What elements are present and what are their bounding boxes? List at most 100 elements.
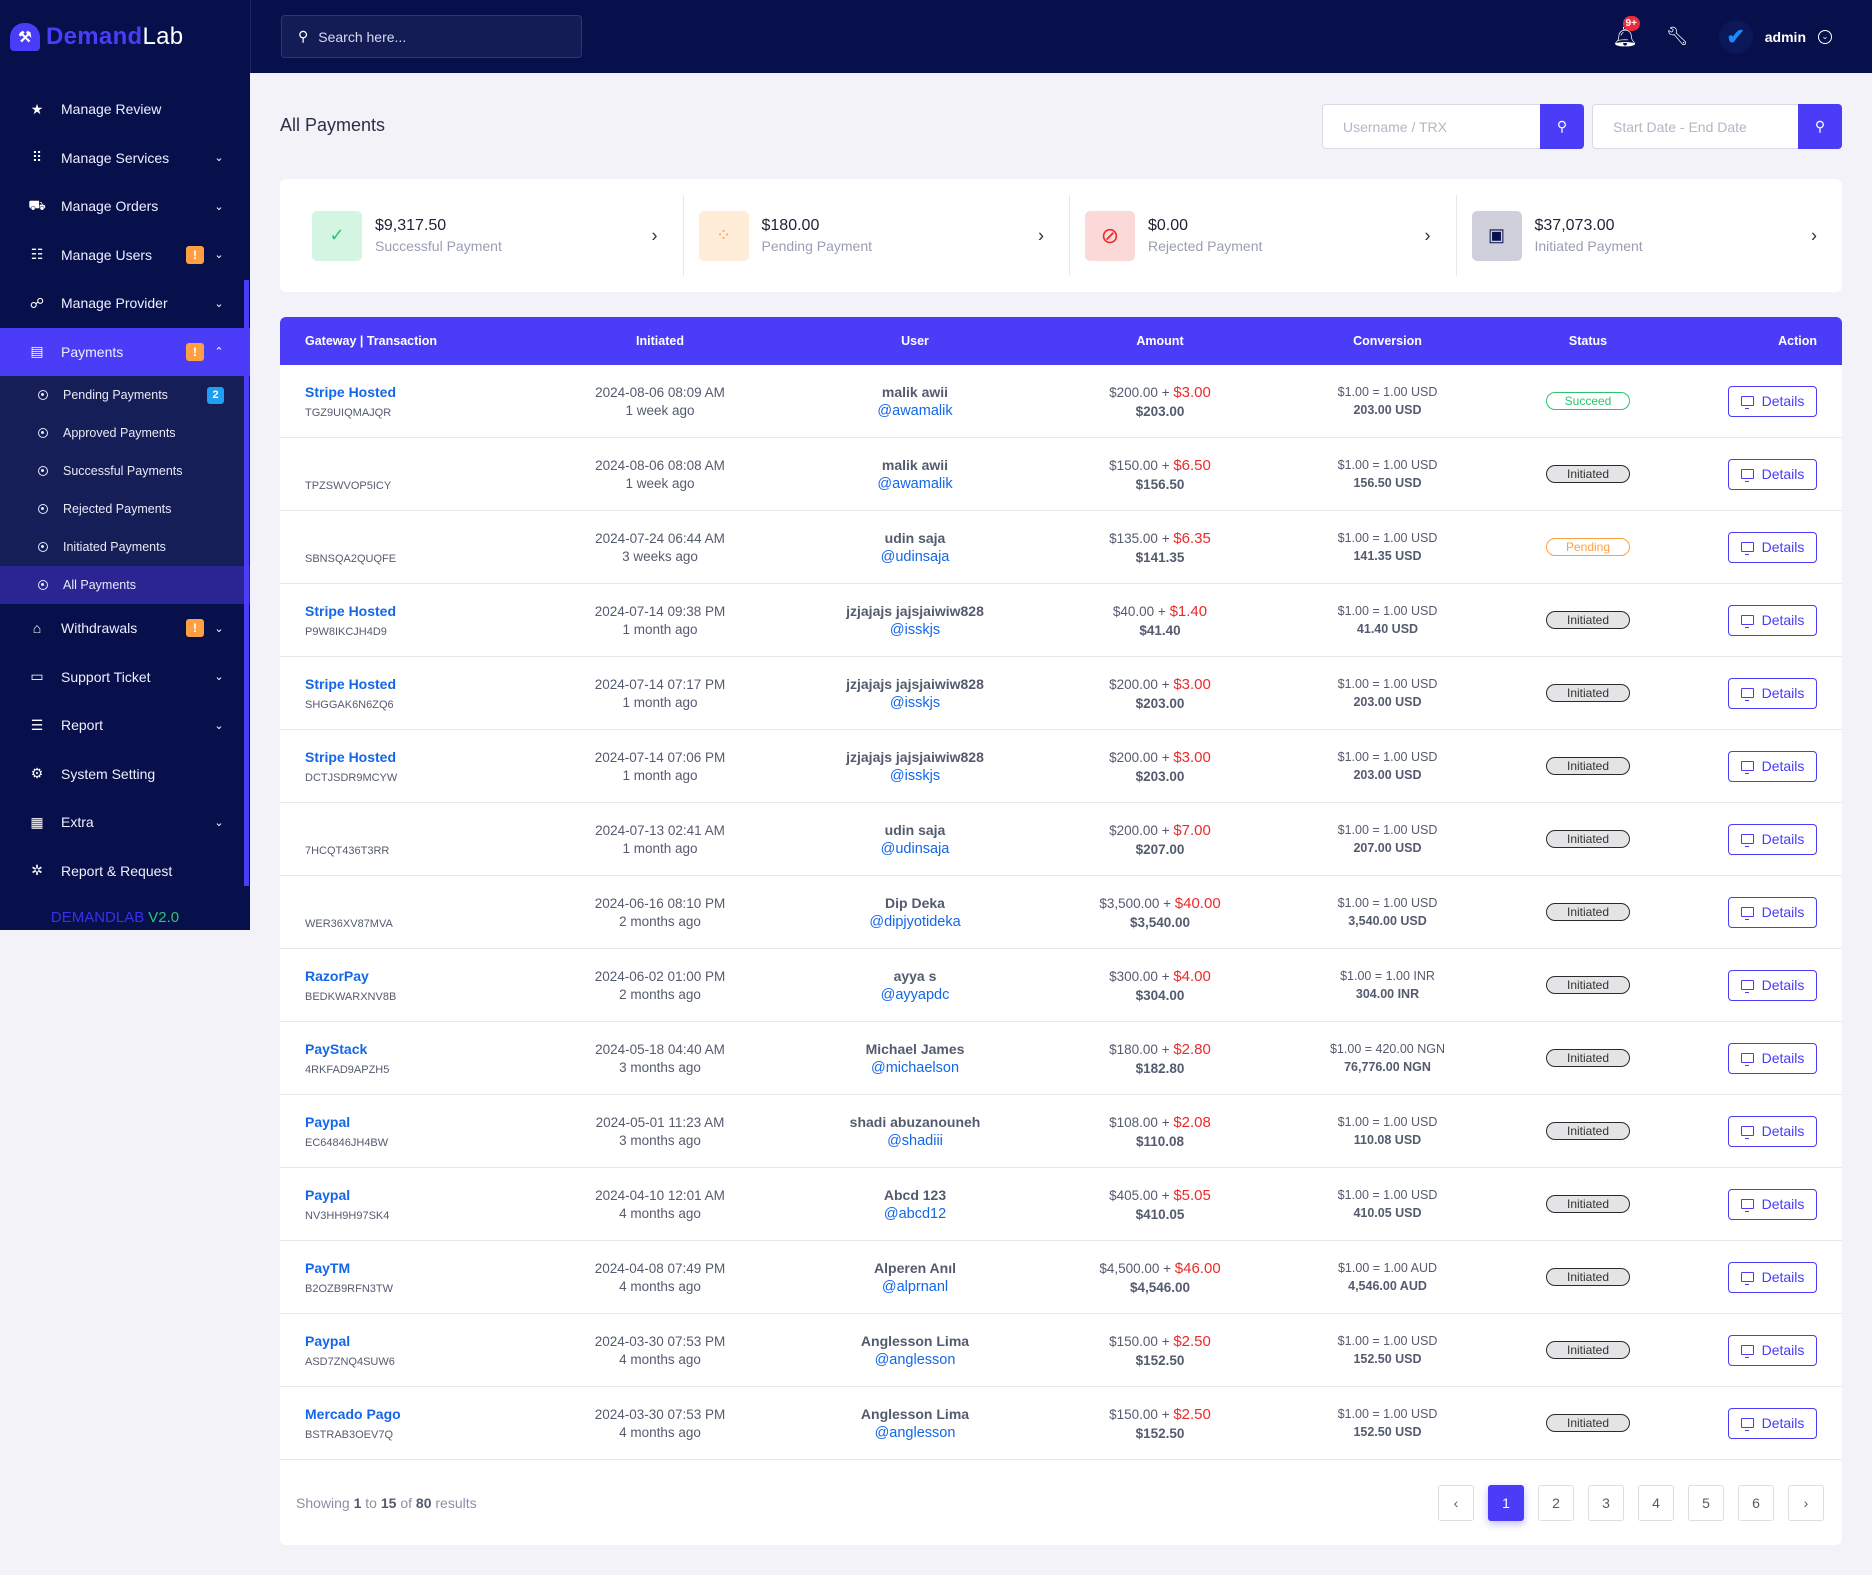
user-handle-link[interactable]: @michaelson — [870, 1059, 960, 1076]
page-button-5[interactable]: 5 — [1688, 1484, 1724, 1521]
amount-cell: $200.00 + $3.00 $203.00 — [1109, 383, 1211, 419]
user-handle-link[interactable]: @alprnanl — [881, 1278, 949, 1295]
user-name[interactable]: admin — [1764, 28, 1806, 45]
details-button[interactable]: Details — [1728, 1115, 1817, 1147]
global-search-input[interactable]: ⚲ Search here... — [281, 15, 582, 58]
user-full-name: udin saja — [884, 529, 946, 546]
summary-pending[interactable]: ⁘ $180.00 Pending Payment › — [682, 195, 1070, 276]
base-amount: $200.00 — [1109, 749, 1158, 765]
sidebar-item-manage-users[interactable]: ☷ Manage Users ! ⌄ — [0, 231, 250, 280]
details-button[interactable]: Details — [1728, 896, 1817, 928]
user-handle-link[interactable]: @udinsaja — [880, 548, 950, 565]
sidebar-subitem-successful-payments[interactable]: Successful Payments — [0, 452, 250, 490]
providers-icon: ☍ — [29, 294, 45, 311]
status-badge: Initiated — [1546, 611, 1630, 629]
details-button[interactable]: Details — [1728, 1261, 1817, 1293]
status-cell: Initiated — [1475, 730, 1701, 802]
next-page-button[interactable]: › — [1788, 1484, 1824, 1521]
sidebar-subitem-pending-payments[interactable]: Pending Payments 2 — [0, 376, 250, 414]
sidebar-subitem-approved-payments[interactable]: Approved Payments — [0, 414, 250, 452]
sidebar-item-extra[interactable]: ▦ Extra ⌄ — [0, 798, 250, 847]
user-handle-link[interactable]: @isskjs — [889, 694, 941, 711]
user-handle-link[interactable]: @ayyapdc — [880, 986, 950, 1003]
user-cell: ayya s @ayyapdc — [810, 949, 1020, 1021]
prev-page-button[interactable]: ‹ — [1438, 1484, 1474, 1521]
user-handle-link[interactable]: @anglesson — [874, 1424, 956, 1441]
avatar[interactable]: ✔ — [1718, 19, 1753, 54]
user-handle-link[interactable]: @anglesson — [874, 1351, 956, 1368]
date-search-button[interactable]: ⚲ — [1798, 104, 1842, 149]
details-button[interactable]: Details — [1728, 531, 1817, 563]
details-button[interactable]: Details — [1728, 1042, 1817, 1074]
sidebar-subitem-rejected-payments[interactable]: Rejected Payments — [0, 490, 250, 528]
total-amount: $203.00 — [1135, 403, 1185, 419]
user-handle-link[interactable]: @isskjs — [889, 621, 941, 638]
sidebar-item-system-setting[interactable]: ⚙ System Setting — [0, 750, 250, 799]
page-button-3[interactable]: 3 — [1588, 1484, 1624, 1521]
user-full-name: shadi abuzanouneh — [849, 1113, 981, 1130]
radio-dot-icon — [38, 504, 48, 514]
relative-time: 3 months ago — [619, 1059, 701, 1075]
sidebar-subitem-initiated-payments[interactable]: Initiated Payments — [0, 528, 250, 566]
table-row: RazorPay BEDKWARXNV8B 2024-06-02 01:00 PM 2… — [280, 949, 1842, 1022]
summary-rejected[interactable]: ⊘ $0.00 Rejected Payment › — [1069, 195, 1456, 276]
user-handle-link[interactable]: @shadiii — [887, 1132, 943, 1149]
username-trx-input[interactable]: Username / TRX — [1322, 104, 1540, 149]
details-button[interactable]: Details — [1728, 750, 1817, 782]
wrench-icon[interactable]: 🔧︎ — [1665, 26, 1689, 46]
page-button-6[interactable]: 6 — [1738, 1484, 1774, 1521]
alert-badge: ! — [186, 342, 204, 361]
details-button[interactable]: Details — [1728, 969, 1817, 1001]
chevron-down-circle-icon[interactable]: ⌄ — [1818, 29, 1832, 44]
sidebar-item-report-request[interactable]: ✲ Report & Request — [0, 847, 250, 896]
page-button-2[interactable]: 2 — [1538, 1484, 1574, 1521]
conversion-cell: $1.00 = 1.00 USD 203.00 USD — [1300, 365, 1475, 437]
user-handle-link[interactable]: @dipjyotideka — [869, 913, 961, 930]
user-handle-link[interactable]: @isskjs — [889, 767, 941, 784]
summary-initiated[interactable]: ▣ $37,073.00 Initiated Payment › — [1455, 195, 1843, 276]
sidebar-item-support-ticket[interactable]: ▭ Support Ticket ⌄ — [0, 653, 250, 702]
sidebar-scrollbar[interactable] — [244, 280, 249, 886]
details-button[interactable]: Details — [1728, 823, 1817, 855]
username-search-button[interactable]: ⚲ — [1540, 104, 1584, 149]
conversion-rate: $1.00 = 1.00 USD — [1337, 823, 1438, 837]
sidebar-subitem-all-payments[interactable]: All Payments — [0, 566, 250, 604]
details-button[interactable]: Details — [1728, 604, 1817, 636]
user-full-name: Anglesson Lima — [860, 1405, 970, 1422]
total-amount: $207.00 — [1135, 841, 1185, 857]
brand-logo[interactable]: ⚒ DemandLab — [0, 0, 250, 73]
chevron-right-icon: › — [651, 225, 658, 245]
sidebar-item-manage-provider[interactable]: ☍ Manage Provider ⌄ — [0, 279, 250, 328]
details-button[interactable]: Details — [1728, 1407, 1817, 1439]
user-handle-link[interactable]: @udinsaja — [880, 840, 950, 857]
user-handle-link[interactable]: @abcd12 — [883, 1205, 947, 1222]
sidebar-item-manage-services[interactable]: ⠿ Manage Services ⌄ — [0, 134, 250, 183]
user-handle-link[interactable]: @awamalik — [877, 475, 953, 492]
action-cell: Details — [1701, 1022, 1842, 1094]
table-row: PayStack 4RKFAD9APZH5 2024-05-18 04:40 AM 3… — [280, 1022, 1842, 1095]
details-button[interactable]: Details — [1728, 1334, 1817, 1366]
details-button[interactable]: Details — [1728, 458, 1817, 490]
summary-successful[interactable]: ✓ $9,317.50 Successful Payment › — [280, 195, 683, 276]
gateway-cell: SBNSQA2QUQFE — [280, 511, 510, 583]
details-button[interactable]: Details — [1728, 677, 1817, 709]
base-amount: $135.00 — [1109, 530, 1158, 546]
details-button[interactable]: Details — [1728, 385, 1817, 417]
date-range-input[interactable]: Start Date - End Date — [1592, 104, 1798, 149]
table-row: Stripe Hosted P9W8IKCJH4D9 2024-07-14 09:3… — [280, 584, 1842, 657]
notifications-button[interactable]: 🔔︎ 9+ — [1613, 16, 1640, 49]
sidebar-item-withdrawals[interactable]: ⌂ Withdrawals ! ⌄ — [0, 604, 250, 653]
page-button-1[interactable]: 1 — [1488, 1484, 1524, 1521]
initiated-date: 2024-08-06 08:09 AM — [595, 384, 725, 400]
desktop-icon — [1740, 615, 1754, 628]
status-badge: Initiated — [1546, 903, 1630, 921]
sidebar-item-payments[interactable]: ▤ Payments ! ⌃ — [0, 327, 250, 376]
page-button-4[interactable]: 4 — [1638, 1484, 1674, 1521]
details-button[interactable]: Details — [1728, 1188, 1817, 1220]
sidebar-item-manage-orders[interactable]: ⛟ Manage Orders ⌄ — [0, 182, 250, 231]
initiated-date: 2024-07-14 09:38 PM — [594, 603, 726, 619]
sidebar-item-manage-review[interactable]: ★ Manage Review — [0, 85, 250, 134]
user-handle-link[interactable]: @awamalik — [877, 402, 953, 419]
status-badge: Pending — [1546, 538, 1630, 556]
sidebar-item-report[interactable]: ☰ Report ⌄ — [0, 701, 250, 750]
